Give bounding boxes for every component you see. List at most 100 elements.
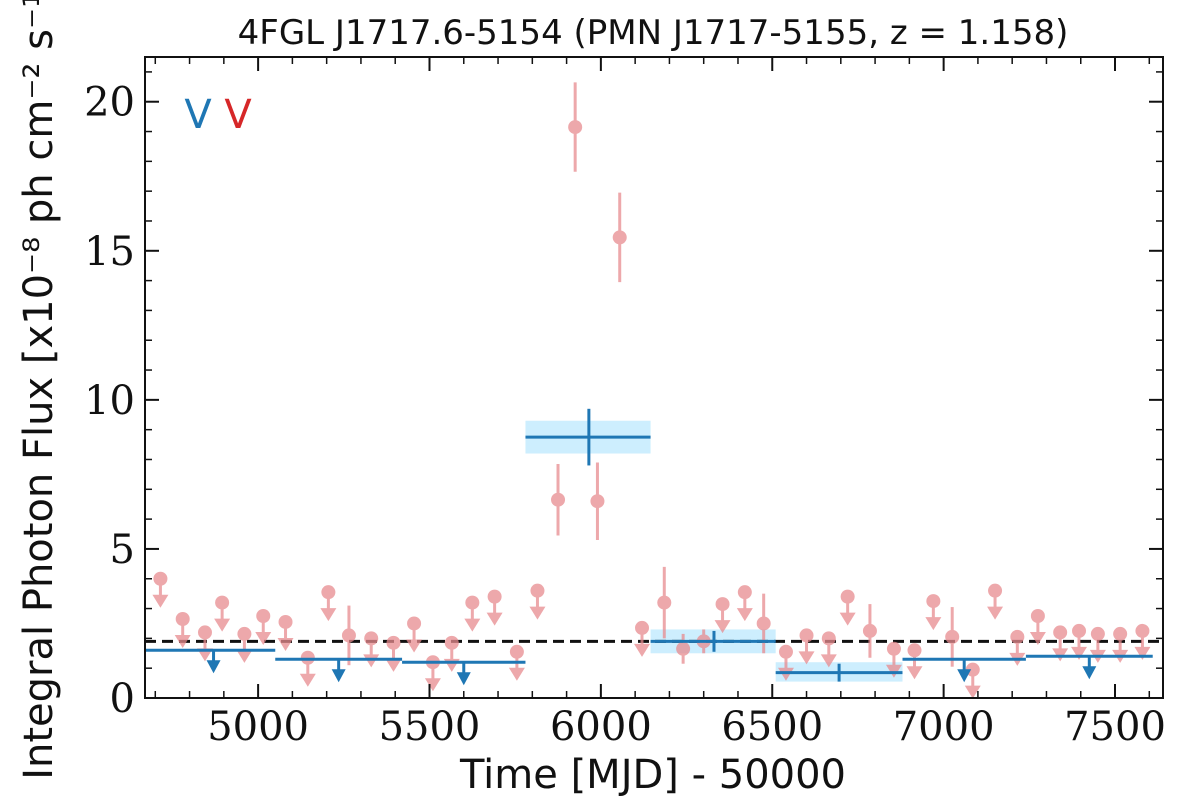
short-bin-ul-point-19: [715, 597, 730, 612]
short-bin-point-1: [568, 120, 583, 135]
short-bin-ul-arrow-7: [299, 673, 316, 687]
y-tick-label-3: 15: [84, 229, 135, 275]
short-bin-ul-point-25: [886, 641, 901, 656]
short-bin-ul-point-33: [1072, 623, 1087, 638]
x-tick-label-4: 7000: [893, 704, 995, 750]
short-bin-ul-arrow-1: [174, 634, 191, 648]
short-bin-ul-point-14: [465, 595, 480, 610]
short-bin-ul-point-30: [1010, 629, 1025, 644]
short-bin-ul-arrow-23: [820, 654, 837, 668]
short-bin-point-3: [612, 230, 627, 245]
long-bin-ul-arrow-2: [456, 672, 471, 686]
short-bin-point-0: [551, 492, 566, 507]
short-bin-ul-arrow-18: [634, 643, 651, 657]
short-bin-ul-point-21: [778, 644, 793, 659]
x-tick-label-2: 6000: [550, 704, 652, 750]
short-bin-ul-point-26: [907, 643, 922, 658]
short-bin-ul-arrow-31: [1029, 632, 1046, 646]
short-bin-ul-point-27: [926, 594, 941, 609]
plot-frame: [144, 56, 1164, 699]
short-bin-ul-arrow-21: [777, 667, 794, 681]
short-bin-ul-arrow-29: [987, 606, 1004, 620]
short-bin-point-9: [945, 629, 960, 644]
short-bin-ul-point-11: [407, 616, 422, 631]
short-bin-ul-point-34: [1090, 626, 1105, 641]
short-bin-ul-point-1: [175, 611, 190, 626]
long-bin-ul-arrow-7: [1082, 666, 1097, 680]
short-bin-ul-arrow-6: [277, 637, 294, 651]
short-bin-ul-arrow-3: [214, 618, 231, 632]
short-bin-ul-point-24: [840, 589, 855, 604]
y-tick-label-1: 5: [110, 527, 135, 573]
short-bin-ul-arrow-36: [1134, 646, 1151, 660]
short-bin-point-2: [590, 494, 605, 509]
legend-entry-1: V: [224, 92, 252, 138]
x-tick-label-5: 7500: [1064, 704, 1166, 750]
short-bin-ul-point-8: [321, 585, 336, 600]
short-bin-ul-point-4: [237, 626, 252, 641]
long-bin-ul-arrow-0: [206, 660, 221, 674]
short-bin-ul-arrow-14: [464, 618, 481, 632]
short-bin-ul-point-29: [988, 583, 1003, 598]
short-bin-ul-point-36: [1135, 623, 1150, 638]
y-tick-label-2: 10: [84, 378, 135, 424]
short-bin-ul-point-35: [1113, 626, 1128, 641]
short-bin-ul-arrow-5: [255, 632, 272, 646]
short-bin-ul-point-13: [444, 635, 459, 650]
short-bin-ul-arrow-27: [925, 617, 942, 631]
long-bin-ul-arrow-1: [331, 669, 346, 683]
short-bin-ul-arrow-17: [529, 606, 546, 620]
short-bin-ul-point-22: [799, 628, 814, 643]
short-bin-ul-point-15: [487, 589, 502, 604]
legend-entry-0: V: [184, 92, 212, 138]
short-bin-point-7: [756, 616, 771, 631]
short-bin-ul-point-6: [278, 614, 293, 629]
plot-area: 5000 5500 6000 6500 7000 7500 0 5 10 15 20 V V: [84, 56, 1166, 750]
short-bin-ul-arrow-28: [964, 685, 981, 699]
short-bin-ul-arrow-26: [906, 666, 923, 680]
short-bin-ul-arrow-15: [486, 612, 503, 626]
x-tick-label-1: 5500: [379, 704, 481, 750]
short-bin-ul-arrow-22: [798, 651, 815, 665]
short-bin-ul-arrow-10: [385, 658, 402, 672]
chart-title: 4FGL J1717.6-5154 (PMN J1717-5155, z = 1…: [238, 13, 1069, 53]
y-tick-label-4: 20: [84, 80, 135, 126]
short-bin-ul-point-20: [737, 585, 752, 600]
short-bin-ul-point-31: [1030, 609, 1045, 624]
y-axis-label: Integral Photon Flux [x10⁻⁸ ph cm⁻² s⁻¹]: [16, 0, 62, 780]
short-bin-ul-point-10: [386, 635, 401, 650]
short-bin-ul-point-32: [1053, 625, 1068, 640]
short-bin-ul-arrow-16: [508, 667, 525, 681]
short-bin-ul-arrow-0: [152, 594, 169, 608]
short-bin-ul-point-16: [509, 644, 524, 659]
long-bin-ul-arrow-6: [957, 669, 972, 683]
short-bin-ul-arrow-8: [320, 608, 337, 622]
short-bin-ul-point-5: [256, 609, 271, 624]
short-bin-ul-point-2: [197, 625, 212, 640]
short-bin-ul-arrow-19: [714, 620, 731, 634]
short-bin-ul-point-0: [153, 571, 168, 586]
short-bin-ul-arrow-33: [1071, 646, 1088, 660]
short-bin-ul-arrow-4: [236, 649, 253, 663]
short-bin-ul-point-23: [821, 631, 836, 646]
short-bin-ul-point-17: [530, 583, 545, 598]
y-tick-label-0: 0: [110, 676, 135, 722]
short-bin-ul-arrow-20: [736, 608, 753, 622]
short-bin-point-5: [676, 641, 691, 656]
short-bin-ul-arrow-24: [839, 612, 856, 626]
x-tick-label-3: 6500: [721, 704, 823, 750]
short-bin-ul-point-18: [635, 620, 650, 635]
short-bin-ul-point-9: [364, 631, 379, 646]
x-tick-label-0: 5000: [207, 704, 309, 750]
x-axis-label: Time [MJD] - 50000: [459, 752, 846, 798]
short-bin-point-10: [341, 628, 356, 643]
short-bin-point-8: [862, 623, 877, 638]
short-bin-ul-arrow-9: [363, 654, 380, 668]
short-bin-series: [152, 82, 1151, 699]
short-bin-point-4: [657, 595, 672, 610]
short-bin-ul-arrow-12: [424, 678, 441, 692]
short-bin-ul-arrow-11: [406, 639, 423, 653]
short-bin-ul-point-3: [215, 595, 230, 610]
